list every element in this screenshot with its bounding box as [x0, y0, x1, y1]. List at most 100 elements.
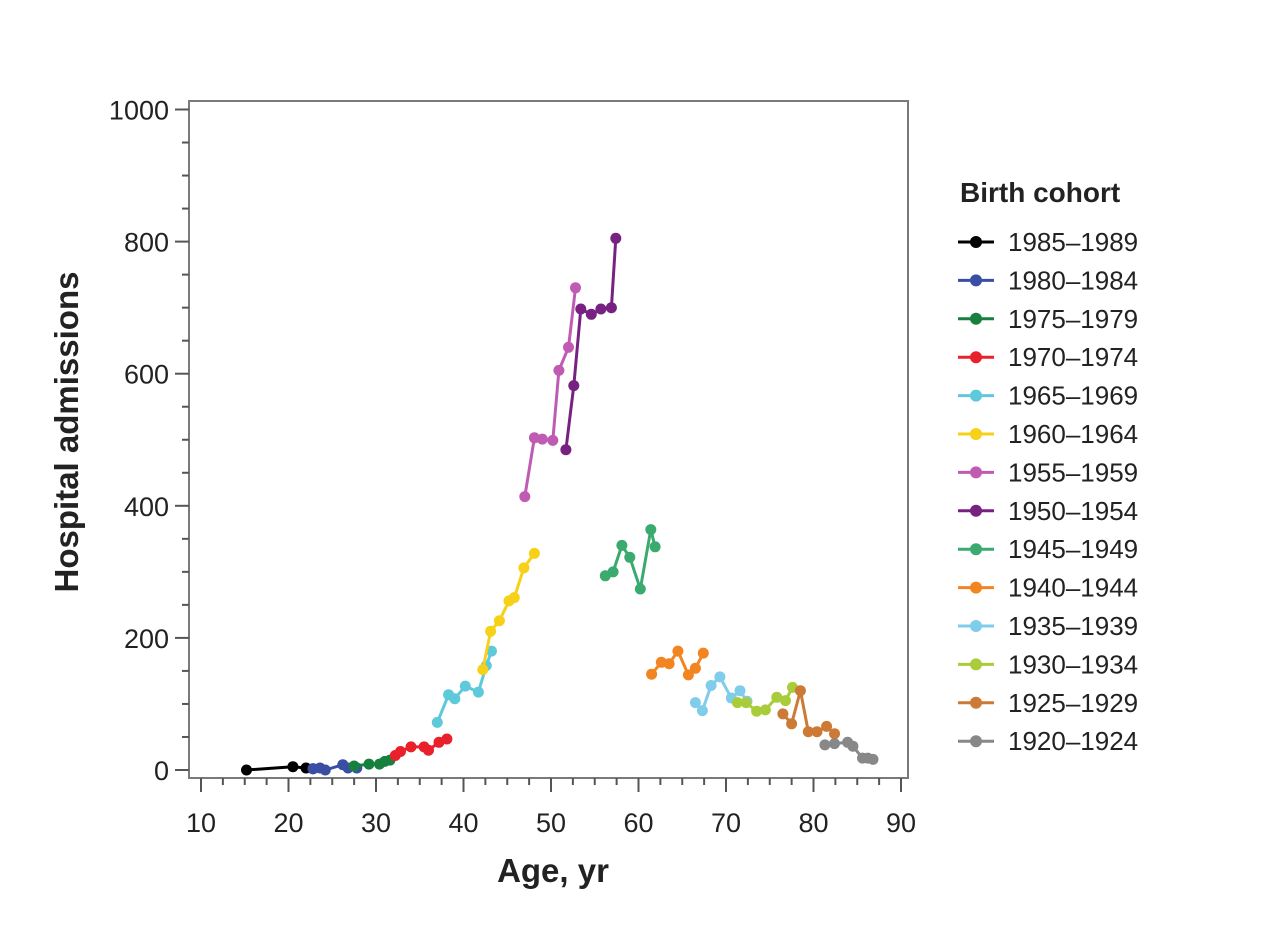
data-point	[287, 761, 299, 773]
legend-swatch-marker	[970, 274, 982, 287]
legend-item: 1940–1944	[958, 573, 1138, 603]
data-point	[751, 705, 763, 717]
data-point	[780, 695, 791, 707]
data-point	[536, 433, 548, 445]
legend-item: 1945–1949	[958, 534, 1138, 564]
data-point	[610, 232, 622, 244]
data-point	[672, 645, 684, 657]
legend: Birth cohort 1985–1989 1980–1984 1975–1979…	[958, 177, 1138, 756]
data-point	[547, 434, 559, 446]
x-axis: 10 20 30 40 50 60 70 80 90	[186, 778, 916, 838]
series-1920–1924	[819, 736, 879, 765]
x-tick-label: 30	[361, 808, 391, 838]
legend-swatch-marker	[970, 696, 982, 709]
legend-label: 1955–1959	[1008, 457, 1138, 487]
series-1985–1989	[241, 761, 319, 776]
data-point	[705, 680, 717, 691]
y-tick-label: 800	[124, 228, 169, 258]
series-1945–1949	[599, 524, 661, 595]
data-point	[518, 562, 530, 574]
legend-items: 1985–1989 1980–1984 1975–1979 1970–1974 1965…	[958, 227, 1138, 756]
legend-swatch-marker	[970, 466, 982, 479]
data-point	[595, 303, 607, 315]
legend-item: 1980–1984	[958, 265, 1138, 295]
legend-label: 1930–1934	[1008, 649, 1138, 679]
legend-swatch-marker	[970, 351, 982, 364]
legend-item: 1920–1924	[958, 726, 1138, 756]
legend-label: 1965–1969	[1008, 381, 1138, 411]
data-point	[485, 625, 497, 637]
data-point	[811, 726, 823, 738]
y-tick-label: 0	[154, 756, 169, 786]
legend-label: 1945–1949	[1008, 534, 1138, 564]
data-point	[560, 444, 572, 456]
legend-item: 1985–1989	[958, 227, 1138, 257]
data-point	[616, 539, 628, 551]
legend-item: 1935–1939	[958, 611, 1138, 641]
legend-item: 1975–1979	[958, 304, 1138, 334]
data-point	[477, 664, 489, 676]
data-point	[794, 685, 806, 697]
legend-swatch-marker	[970, 312, 982, 325]
x-tick-label: 60	[623, 808, 653, 838]
data-point	[348, 760, 360, 772]
y-tick-label: 1000	[109, 96, 169, 126]
legend-item: 1955–1959	[958, 457, 1138, 487]
series-layer	[241, 232, 879, 776]
legend-label: 1975–1979	[1008, 304, 1138, 334]
data-point	[731, 697, 743, 709]
series-1935–1939	[689, 671, 753, 717]
data-point	[802, 726, 814, 738]
data-point	[395, 746, 406, 757]
data-point	[486, 645, 497, 657]
series-1925–1929	[777, 685, 840, 740]
legend-swatch-marker	[970, 543, 982, 556]
data-point	[528, 547, 540, 559]
data-point	[819, 739, 831, 751]
data-point	[634, 583, 646, 595]
data-point	[867, 753, 879, 765]
data-point	[829, 728, 840, 740]
data-point	[449, 693, 461, 705]
data-point	[319, 764, 331, 776]
legend-label: 1935–1939	[1008, 611, 1138, 641]
legend-swatch-marker	[970, 504, 982, 517]
legend-item: 1930–1934	[958, 649, 1138, 679]
data-point	[607, 566, 619, 578]
data-point	[570, 282, 581, 294]
data-point	[689, 697, 701, 709]
series-line	[564, 238, 618, 450]
legend-label: 1985–1989	[1008, 227, 1138, 257]
data-point	[649, 541, 661, 553]
x-tick-label: 80	[798, 808, 828, 838]
y-tick-label: 400	[124, 492, 169, 522]
series-1950–1954	[560, 232, 622, 456]
data-point	[697, 647, 709, 659]
data-point	[605, 302, 617, 314]
data-point	[519, 491, 531, 503]
x-tick-label: 50	[536, 808, 566, 838]
y-tick-label: 600	[124, 360, 169, 390]
series-1970–1974	[389, 733, 453, 761]
data-point	[682, 669, 694, 681]
legend-swatch-marker	[970, 620, 982, 632]
data-point	[624, 551, 636, 563]
data-point	[441, 733, 453, 745]
series-1960–1964	[477, 547, 540, 676]
x-tick-label: 70	[711, 808, 741, 838]
data-point	[431, 716, 443, 728]
data-point	[786, 718, 798, 730]
x-tick-label: 40	[448, 808, 478, 838]
data-point	[777, 708, 789, 720]
data-point	[645, 524, 657, 536]
legend-swatch-marker	[970, 389, 982, 402]
data-point	[459, 680, 471, 692]
legend-swatch-marker	[970, 236, 982, 248]
legend-title: Birth cohort	[960, 177, 1120, 208]
data-point	[759, 704, 771, 716]
legend-label: 1980–1984	[1008, 265, 1138, 295]
data-point	[689, 662, 701, 674]
y-axis: 0 200 400 600 800 1000	[109, 96, 189, 786]
data-point	[423, 744, 434, 756]
